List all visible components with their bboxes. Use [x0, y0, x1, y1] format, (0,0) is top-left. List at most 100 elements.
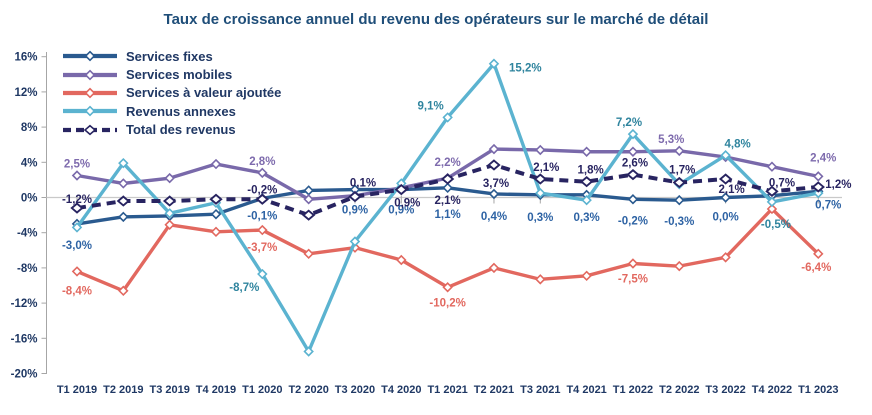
data-label: 2,6% [622, 158, 648, 170]
x-tick-label: T4 2019 [196, 384, 236, 396]
data-label: -7,5% [618, 274, 648, 286]
marker-diamond [301, 209, 316, 221]
marker-diamond [813, 171, 824, 182]
data-label: -6,4% [801, 262, 831, 274]
legend-label: Revenus annexes [126, 103, 236, 119]
marker-diamond [71, 266, 83, 277]
legend-item-revenus-annexes: Revenus annexes [62, 102, 281, 120]
legend-marker-diamond [84, 69, 96, 81]
marker-diamond [257, 268, 268, 280]
data-label: -3,7% [247, 242, 277, 254]
data-label: 2,5% [64, 159, 90, 171]
legend-swatch-total-des-revenus [63, 124, 117, 136]
marker-diamond [627, 146, 639, 157]
data-label: 2,4% [810, 152, 836, 164]
x-tick-label: T2 2020 [288, 384, 328, 396]
marker-diamond [257, 167, 268, 179]
y-tick-label: -12% [11, 298, 38, 310]
data-label: 2,1% [533, 162, 559, 174]
marker-diamond [533, 173, 547, 185]
legend-item-services-mobiles: Services mobiles [62, 65, 281, 83]
series-revenus-annexes [71, 58, 824, 357]
legend-label: Services fixes [126, 48, 213, 64]
marker-diamond [718, 173, 733, 185]
x-tick-label: T1 2023 [798, 384, 838, 396]
legend-marker-diamond [84, 87, 96, 99]
marker-diamond [766, 161, 778, 172]
legend-swatch-services-mobiles [63, 69, 117, 81]
marker-diamond [765, 185, 779, 197]
data-label: 9,1% [418, 100, 444, 112]
legend-item-total-des-revenus: Total des revenus [62, 121, 281, 139]
marker-diamond [303, 346, 314, 357]
marker-diamond [581, 146, 592, 157]
data-label: 4,8% [725, 138, 751, 150]
labels-services-fixes: -3,0%-0,1% 0,9% 0,9% 1,1% 0,4% 0,3% 0,3% -0,2% -… [62, 199, 841, 252]
y-tick-label: 0% [21, 193, 38, 205]
y-tick-label: 8% [21, 122, 38, 134]
data-label: 0,7% [769, 177, 795, 189]
legend-swatch-services-fixes [63, 50, 117, 62]
marker-diamond [488, 58, 500, 69]
marker-diamond [766, 196, 778, 208]
data-label: -8,4% [62, 285, 92, 297]
data-label: 0,3% [527, 212, 553, 224]
marker-diamond [488, 188, 500, 200]
data-label: 2,8% [249, 156, 275, 168]
marker-diamond [348, 190, 362, 203]
marker-diamond [255, 193, 269, 205]
x-tick-label: T1 2022 [613, 384, 653, 396]
legend-label: Services mobiles [126, 67, 233, 83]
marker-diamond [672, 176, 686, 189]
marker-diamond [579, 176, 594, 188]
x-tick-label: T1 2021 [427, 384, 467, 396]
legend: Services fixes Services mobiles Services à… [62, 47, 281, 139]
marker-diamond [581, 270, 592, 282]
marker-diamond [766, 203, 778, 215]
data-label: 2,1% [719, 184, 745, 196]
x-tick-label: T4 2020 [381, 384, 421, 396]
marker-diamond [813, 248, 824, 260]
data-label: 0,7% [815, 199, 841, 211]
marker-diamond [210, 226, 222, 238]
legend-label: Total des revenus [126, 122, 236, 138]
y-tick-label: 12% [14, 87, 37, 99]
data-label: 1,7% [669, 165, 695, 177]
y-tick-label: -20% [11, 369, 38, 381]
x-tick-label: T2 2019 [103, 384, 143, 396]
data-label: 0,9% [388, 205, 414, 217]
marker-diamond [118, 157, 129, 169]
marker-diamond [488, 143, 500, 155]
marker-diamond [535, 144, 546, 156]
data-label: 0,9% [342, 205, 368, 217]
data-label: 1,1% [435, 209, 461, 221]
marker-diamond [162, 195, 177, 207]
data-label: 1,2% [825, 179, 851, 191]
y-tick-label: 4% [21, 157, 38, 169]
data-label: -0,3% [664, 216, 694, 228]
series-services-a-valeur-ajoutee [71, 203, 824, 297]
x-tick-label: T1 2019 [57, 384, 97, 396]
marker-diamond [118, 178, 129, 189]
legend-marker-diamond [84, 50, 96, 62]
marker-diamond [674, 145, 685, 157]
marker-diamond [164, 208, 175, 219]
marker-diamond [257, 224, 268, 236]
data-label: 0,1% [350, 178, 376, 190]
series-line-services-a-valeur-ajoutee [75, 207, 820, 293]
marker-diamond [442, 282, 453, 293]
marker-diamond [303, 185, 314, 196]
marker-diamond [581, 194, 592, 206]
marker-diamond [116, 195, 131, 207]
marker-diamond [442, 182, 453, 194]
data-label: 2,1% [435, 195, 461, 207]
marker-diamond [303, 194, 314, 205]
legend-swatch-services-a-valeur-ajoutee [63, 87, 117, 99]
data-label: -0,1% [247, 210, 277, 222]
marker-diamond [440, 173, 455, 185]
marker-diamond [349, 236, 361, 247]
marker-diamond [487, 159, 501, 171]
marker-diamond [118, 211, 129, 223]
data-label: -8,7% [229, 282, 259, 294]
